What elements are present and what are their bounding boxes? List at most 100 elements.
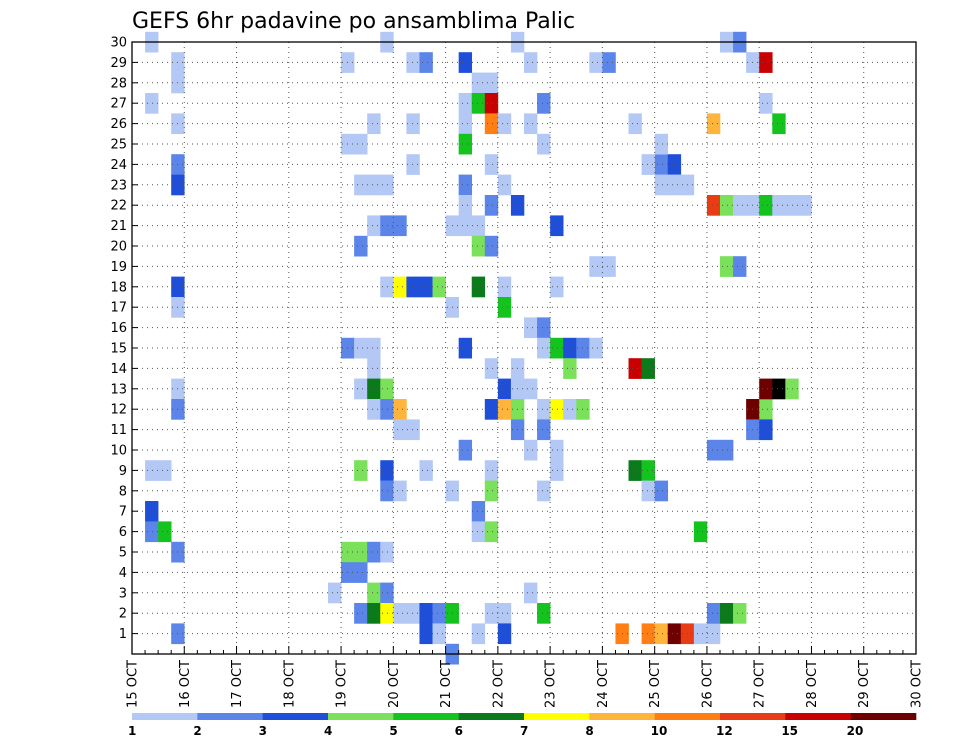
- y-tick-label: 21: [110, 219, 127, 234]
- ensemble-cell: [733, 603, 747, 624]
- colorbar-label: 2: [193, 724, 201, 738]
- y-tick-label: 13: [110, 382, 127, 397]
- ensemble-cell: [367, 582, 381, 604]
- ensemble-cell: [484, 480, 499, 502]
- ensemble-cell: [471, 215, 486, 237]
- ensemble-cell: [759, 378, 773, 400]
- ensemble-cell: [524, 317, 538, 339]
- ensemble-cell: [367, 215, 381, 237]
- y-tick-label: 8: [119, 484, 127, 499]
- ensemble-cell: [328, 582, 342, 604]
- y-tick-label: 29: [110, 56, 127, 71]
- ensemble-cell: [537, 337, 551, 359]
- ensemble-cell: [563, 399, 577, 420]
- ensemble-cell: [537, 480, 551, 502]
- ensemble-cell: [158, 521, 172, 543]
- ensemble-cell: [759, 195, 773, 216]
- ensemble-cell: [589, 52, 603, 73]
- ensemble-cell: [406, 154, 420, 175]
- ensemble-cell: [354, 603, 368, 624]
- y-tick-label: 24: [110, 158, 127, 173]
- ensemble-cell: [524, 378, 538, 400]
- ensemble-cell: [393, 480, 407, 502]
- ensemble-cell: [458, 337, 473, 359]
- ensemble-cell: [720, 439, 734, 461]
- gridlines: [132, 41, 916, 654]
- y-tick-label: 1: [119, 627, 127, 642]
- ensemble-cell: [497, 174, 512, 196]
- ensemble-cell: [406, 113, 420, 135]
- x-tick-label: 24 OCT: [596, 660, 611, 708]
- ensemble-cell: [367, 337, 381, 359]
- ensemble-cell: [772, 378, 786, 400]
- ensemble-cell: [589, 256, 603, 277]
- colorbar-label: 4: [324, 724, 332, 738]
- ensemble-cell: [497, 378, 512, 400]
- ensemble-cell: [367, 603, 381, 624]
- ensemble-cell: [484, 399, 499, 420]
- ensemble-cell: [380, 541, 394, 563]
- ensemble-cell: [380, 582, 394, 604]
- ensemble-cell: [471, 93, 486, 114]
- x-axis-ticks: 15 OCT 16 OCT 17 OCT 18 OCT 19 OCT 20 OCT 21 O…: [126, 646, 925, 708]
- ensemble-cell: [380, 276, 394, 298]
- ensemble-cell: [524, 113, 538, 135]
- ensemble-cell: [471, 501, 486, 522]
- ensemble-cell: [628, 358, 642, 379]
- ensemble-cell: [641, 460, 655, 481]
- y-tick-label: 19: [110, 260, 127, 275]
- ensemble-cell: [458, 439, 473, 461]
- ensemble-cell: [484, 521, 499, 543]
- y-tick-label: 18: [110, 280, 127, 295]
- ensemble-cell: [759, 419, 773, 441]
- ensemble-cell: [471, 521, 486, 543]
- ensemble-cell: [706, 113, 721, 135]
- ensemble-cell: [367, 113, 381, 135]
- ensemble-cell: [706, 195, 721, 216]
- ensemble-cell: [484, 154, 499, 175]
- ensemble-cell: [458, 174, 473, 196]
- ensemble-cell: [406, 52, 420, 73]
- ensemble-cell: [380, 215, 394, 237]
- ensemble-cell: [537, 133, 551, 155]
- x-tick-label: 15 OCT: [126, 660, 141, 708]
- ensemble-cell: [419, 603, 433, 624]
- ensemble-cell: [654, 154, 669, 175]
- y-tick-label: 30: [110, 36, 127, 51]
- x-tick-label: 29 OCT: [857, 660, 872, 708]
- ensemble-cell: [367, 174, 381, 196]
- colorbar-swatch: [197, 713, 263, 720]
- x-tick-label: 25 OCT: [648, 660, 663, 708]
- ensemble-cell: [380, 603, 394, 624]
- colorbar-label: 6: [455, 724, 463, 738]
- y-tick-label: 7: [119, 505, 127, 520]
- ensemble-cell: [393, 276, 407, 298]
- colorbar-label: 12: [716, 724, 733, 738]
- x-tick-label: 16 OCT: [178, 660, 193, 708]
- ensemble-cell: [484, 72, 499, 94]
- colorbar-swatch: [132, 713, 198, 720]
- colorbar-swatch: [524, 713, 590, 720]
- ensemble-cell: [380, 480, 394, 502]
- ensemble-cell: [471, 235, 486, 257]
- ensemble-cell: [654, 623, 669, 645]
- ensemble-cell: [484, 460, 499, 481]
- x-tick-label: 18 OCT: [282, 660, 297, 708]
- ensemble-cell: [654, 480, 669, 502]
- ensemble-cell: [772, 113, 786, 135]
- ensemble-cell: [471, 623, 486, 645]
- ensemble-cell: [706, 623, 721, 645]
- y-tick-label: 14: [110, 362, 127, 377]
- ensemble-cell: [354, 174, 368, 196]
- y-axis-ticks: 1234567891011121314151617181920212223242…: [110, 36, 138, 642]
- colorbar-swatch: [328, 713, 394, 720]
- ensemble-cell: [524, 52, 538, 73]
- y-tick-label: 23: [110, 178, 127, 193]
- ensemble-cell: [367, 358, 381, 379]
- ensemble-cell: [484, 358, 499, 379]
- ensemble-cell: [706, 603, 721, 624]
- ensemble-cell: [458, 195, 473, 216]
- x-tick-label: 20 OCT: [387, 660, 402, 708]
- y-tick-label: 20: [110, 240, 127, 255]
